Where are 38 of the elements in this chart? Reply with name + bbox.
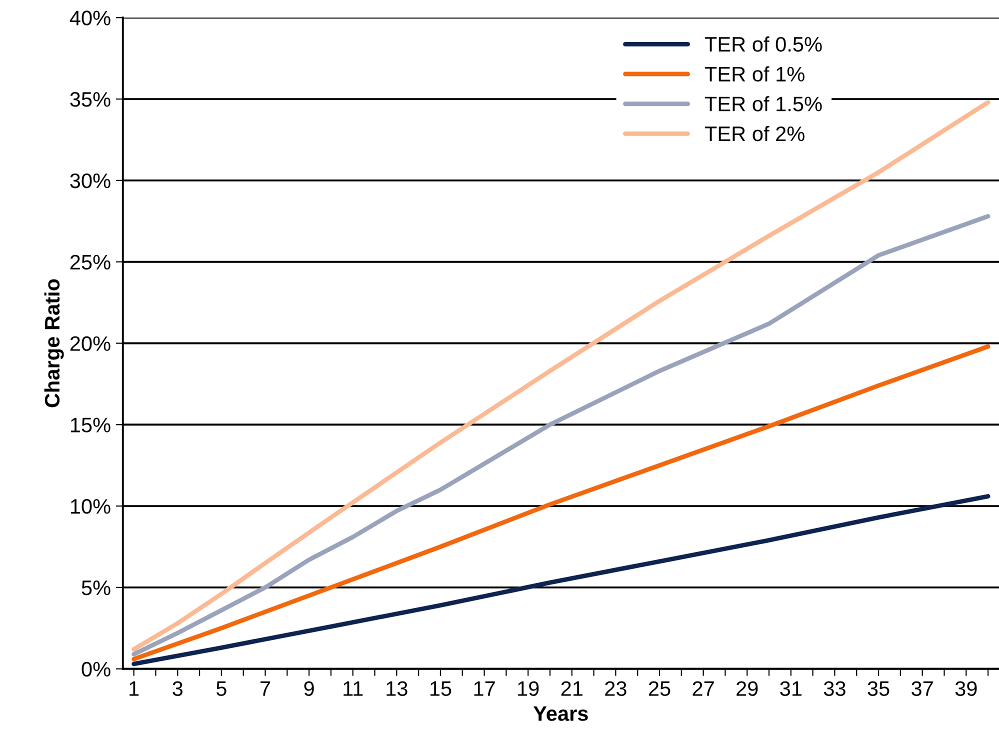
x-tick-label: 33 bbox=[824, 681, 846, 696]
x-tick-label: 19 bbox=[518, 681, 539, 696]
y-tick-label: 0% bbox=[82, 662, 110, 677]
x-tick-label: 17 bbox=[474, 681, 495, 696]
x-tick-label: 13 bbox=[386, 681, 408, 696]
x-tick-label: 29 bbox=[736, 681, 758, 696]
x-tick-label: 21 bbox=[561, 681, 582, 696]
x-tick-label: 7 bbox=[260, 681, 270, 696]
y-axis-title: Charge Ratio bbox=[44, 279, 64, 408]
x-tick-label: 27 bbox=[692, 681, 714, 696]
x-axis-title: Years bbox=[533, 706, 588, 721]
x-tick-label: 25 bbox=[648, 681, 670, 696]
y-tick-label: 30% bbox=[70, 173, 110, 188]
legend-label: TER of 1.5% bbox=[704, 96, 822, 112]
legend-label: TER of 0.5% bbox=[704, 36, 822, 52]
x-tick-label: 1 bbox=[130, 681, 139, 696]
line-series bbox=[132, 494, 990, 666]
x-tick-label: 37 bbox=[912, 681, 933, 696]
y-tick-label: 15% bbox=[70, 418, 110, 432]
x-tick-label: 35 bbox=[868, 681, 890, 696]
y-tick-label: 10% bbox=[70, 499, 110, 514]
x-tick-label: 39 bbox=[955, 681, 977, 696]
x-tick-label: 23 bbox=[605, 681, 626, 696]
legend-label: TER of 1% bbox=[704, 66, 804, 82]
y-tick-label: 20% bbox=[70, 336, 110, 351]
x-tick-label: 11 bbox=[344, 681, 363, 696]
y-tick-label: 35% bbox=[70, 92, 110, 107]
x-tick-label: 9 bbox=[304, 681, 314, 696]
x-tick-label: 5 bbox=[216, 681, 226, 696]
legend-label: TER of 2% bbox=[704, 126, 804, 142]
line-series bbox=[132, 214, 990, 656]
y-tick-label: 5% bbox=[82, 580, 110, 596]
x-tick-label: 31 bbox=[780, 681, 802, 696]
x-tick-label: 3 bbox=[172, 681, 183, 696]
y-tick-label: 40% bbox=[70, 10, 110, 26]
y-tick-label: 25% bbox=[70, 254, 110, 270]
line-series bbox=[132, 344, 990, 662]
x-tick-label: 15 bbox=[430, 681, 452, 696]
